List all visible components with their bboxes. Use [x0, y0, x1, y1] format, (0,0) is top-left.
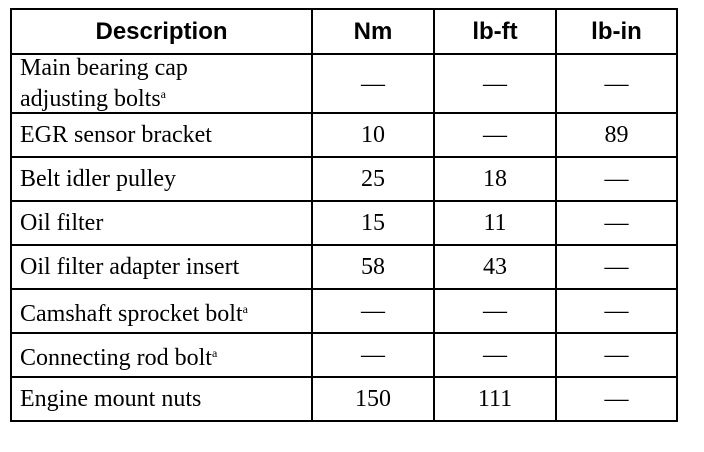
footnote-marker: a: [211, 345, 218, 360]
description-cell: Main bearing cap adjusting boltsa: [10, 53, 313, 114]
footnote-marker: a: [160, 87, 166, 101]
table-row: Engine mount nuts 150 111—: [10, 376, 678, 422]
description-cell: Oil filter adapter insert: [10, 244, 313, 290]
value-cell: 15: [311, 200, 435, 246]
value-cell: —: [555, 200, 678, 246]
value-cell: 43: [433, 244, 557, 290]
value-cell: 10: [311, 112, 435, 158]
description-cell: Camshaft sprocket bolta: [10, 288, 313, 334]
table-row: EGR sensor bracket 10—89: [10, 112, 678, 158]
description-text: Belt idler pulley: [20, 166, 176, 192]
value-cell: —: [555, 53, 678, 114]
header-cell: lb-ft: [433, 8, 557, 55]
description-text: Oil filter: [20, 210, 104, 236]
footnote-marker: a: [242, 301, 248, 316]
description-text: Oil filter adapter insert: [20, 254, 240, 280]
table-row: Camshaft sprocket bolta — — —: [10, 288, 678, 334]
value-cell: —: [555, 376, 678, 422]
header-row: Description Nm lb-ft lb-in: [10, 8, 678, 55]
table-row: Connecting rod bolta — — —: [10, 332, 678, 378]
value-cell: —: [555, 156, 678, 202]
description-text: Main bearing cap adjusting bolts: [20, 55, 188, 112]
description-text: Camshaft sprocket bolt: [20, 300, 243, 327]
value-cell: 150: [311, 376, 435, 422]
table-row: Oil filter 15 11—: [10, 200, 678, 246]
torque-table: Description Nm lb-ft lb-in Main bearing cap…: [10, 8, 678, 422]
value-cell: —: [555, 288, 678, 334]
value-cell: —: [433, 332, 557, 378]
value-cell: —: [555, 332, 678, 378]
table-row: Belt idler pulley 25 18—: [10, 156, 678, 202]
value-cell: 111: [433, 376, 557, 422]
description-cell: EGR sensor bracket: [10, 112, 313, 158]
value-cell: —: [311, 332, 435, 378]
description-cell: Connecting rod bolta: [10, 332, 313, 378]
value-cell: 89: [555, 112, 678, 158]
value-cell: 25: [311, 156, 435, 202]
value-cell: —: [433, 112, 557, 158]
description-cell: Oil filter: [10, 200, 313, 246]
value-cell: 58: [311, 244, 435, 290]
description-text: EGR sensor bracket: [20, 122, 212, 148]
value-cell: —: [433, 53, 557, 114]
value-cell: —: [311, 288, 435, 334]
header-cell: Description: [10, 8, 313, 55]
table-row: Main bearing cap adjusting boltsa — — —: [10, 53, 678, 114]
header-cell: Nm: [311, 8, 435, 55]
table-body: Main bearing cap adjusting boltsa — — — EGR …: [10, 53, 678, 422]
description-cell: Engine mount nuts: [10, 376, 313, 422]
header-cell: lb-in: [555, 8, 678, 55]
value-cell: —: [555, 244, 678, 290]
table-row: Oil filter adapter insert 58 43—: [10, 244, 678, 290]
value-cell: —: [433, 288, 557, 334]
description-text: Engine mount nuts: [20, 386, 202, 412]
description-text: Connecting rod bolt: [20, 344, 212, 371]
description-cell: Belt idler pulley: [10, 156, 313, 202]
value-cell: 18: [433, 156, 557, 202]
value-cell: —: [311, 53, 435, 114]
value-cell: 11: [433, 200, 557, 246]
